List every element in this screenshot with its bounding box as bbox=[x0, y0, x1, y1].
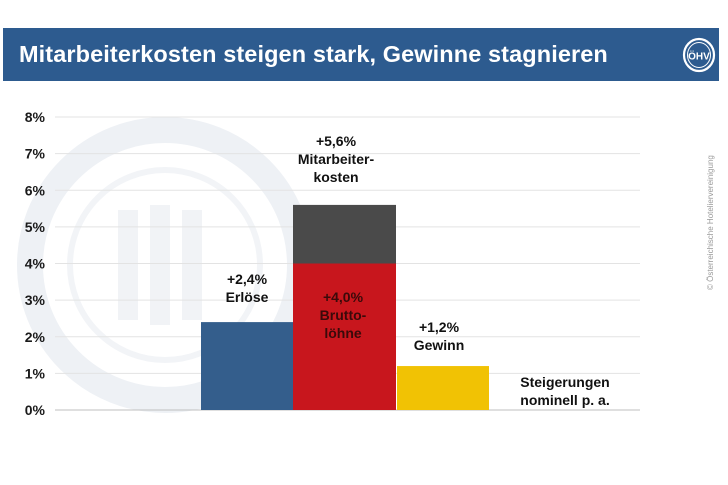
ohv-logo: ÖHV bbox=[679, 33, 719, 77]
y-tick-label: 5% bbox=[25, 219, 46, 235]
label-gewinn: +1,2% bbox=[419, 319, 460, 335]
bar-bruttoloehne bbox=[293, 263, 396, 410]
y-tick-label: 6% bbox=[25, 182, 46, 198]
label-erloese: +2,4% bbox=[227, 271, 268, 287]
bars bbox=[201, 204, 489, 410]
y-tick-label: 0% bbox=[25, 402, 46, 418]
bar-erloese bbox=[201, 322, 293, 410]
label-mitarbeiterkosten: Mitarbeiter- bbox=[298, 151, 375, 167]
label-mitarbeiterkosten: kosten bbox=[313, 169, 358, 185]
page-title: Mitarbeiterkosten steigen stark, Gewinne… bbox=[19, 41, 608, 67]
label-bruttoloehne: Brutto- bbox=[320, 307, 367, 323]
note-label: Steigerungen bbox=[520, 374, 609, 390]
y-tick-label: 7% bbox=[25, 146, 46, 162]
y-axis-ticks: 0% 1% 2% 3% 4% 5% 6% 7% 8% bbox=[25, 109, 46, 418]
label-bruttoloehne: löhne bbox=[324, 325, 362, 341]
y-tick-label: 8% bbox=[25, 109, 46, 125]
y-tick-label: 1% bbox=[25, 365, 46, 381]
y-tick-label: 3% bbox=[25, 292, 46, 308]
bar-labels: +2,4% Erlöse +5,6% Mitarbeiter-kosten +4,0% B… bbox=[226, 133, 465, 353]
axis-note: Steigerungen nominell p. a. bbox=[520, 374, 609, 408]
note-label: nominell p. a. bbox=[520, 392, 609, 408]
y-tick-label: 4% bbox=[25, 256, 46, 272]
title-banner: Mitarbeiterkosten steigen stark, Gewinne… bbox=[3, 28, 719, 81]
label-gewinn: Gewinn bbox=[414, 337, 465, 353]
logo-text: ÖHV bbox=[688, 50, 710, 63]
y-tick-label: 2% bbox=[25, 329, 46, 345]
bar-gewinn bbox=[397, 366, 489, 410]
label-erloese: Erlöse bbox=[226, 289, 269, 305]
label-bruttoloehne: +4,0% bbox=[323, 289, 364, 305]
label-mitarbeiterkosten: +5,6% bbox=[316, 133, 357, 149]
